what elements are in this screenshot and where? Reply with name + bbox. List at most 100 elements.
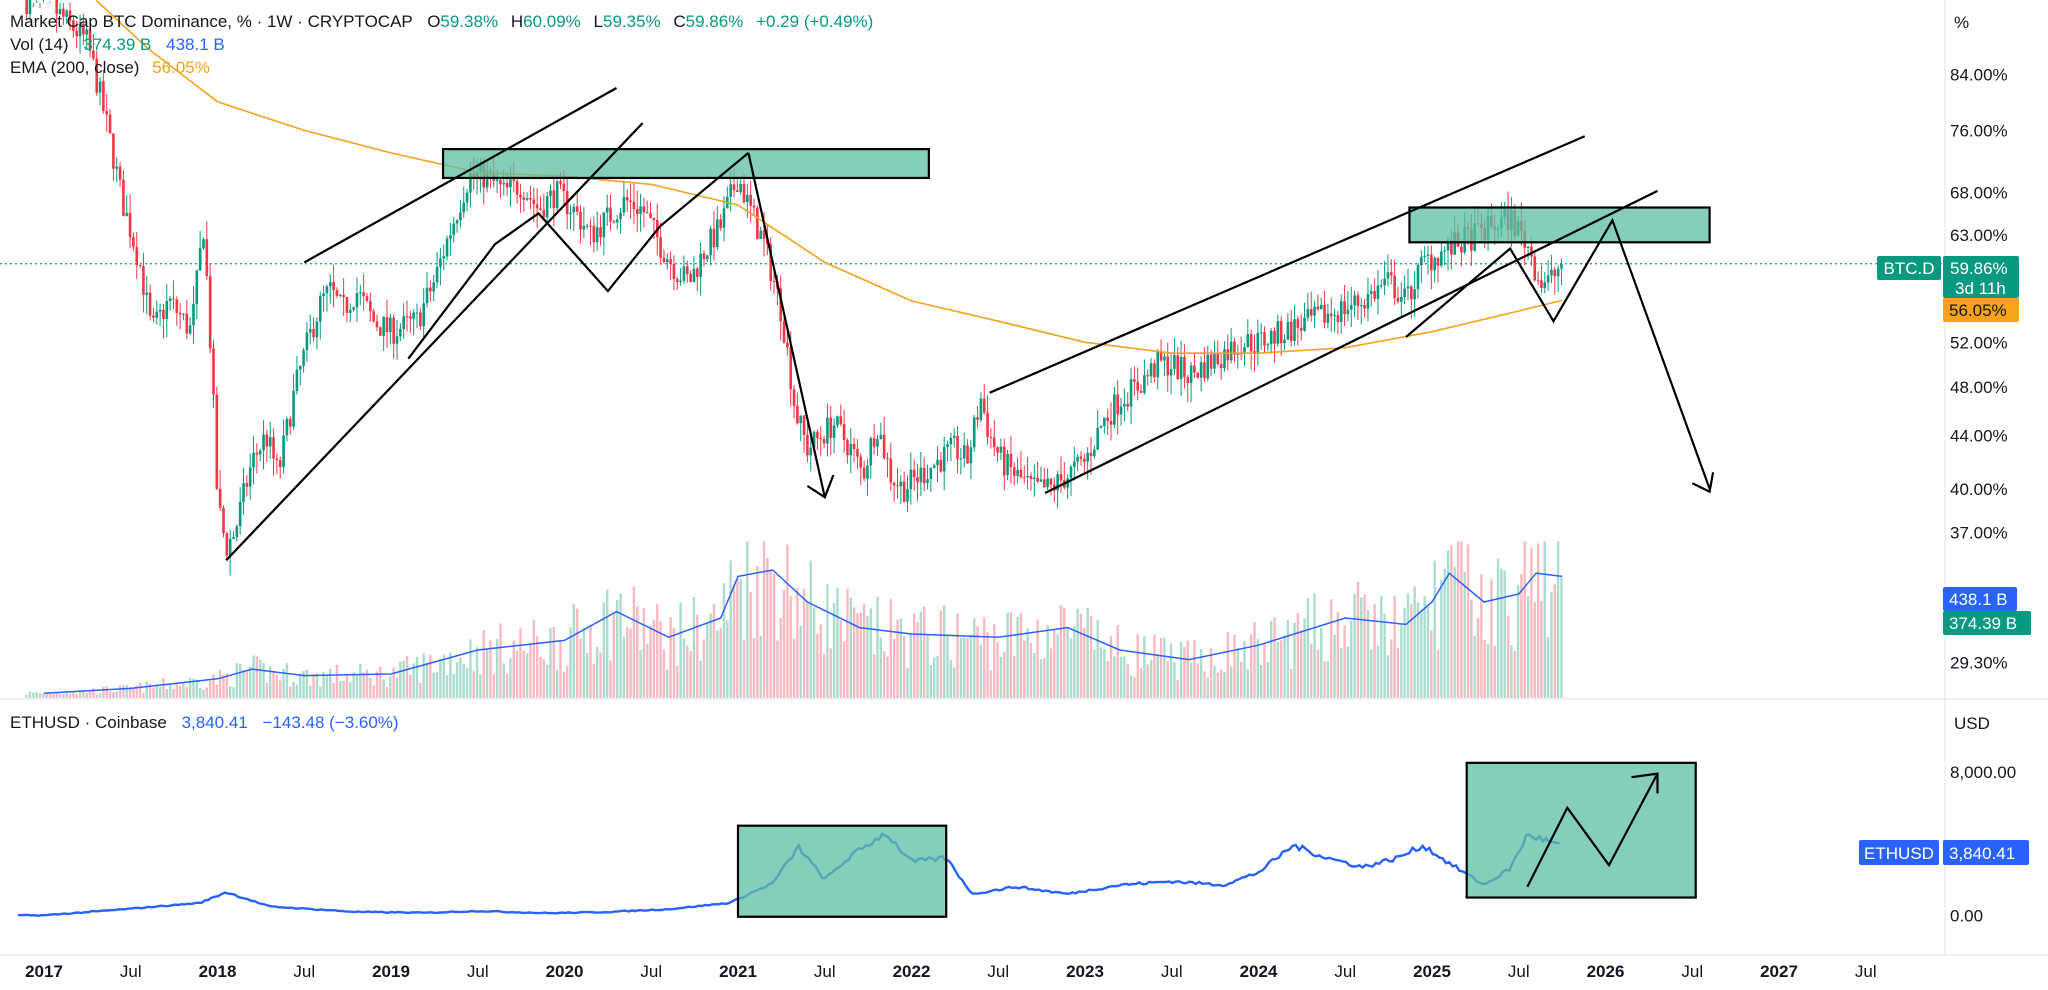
candle-body <box>1349 305 1353 310</box>
candle-body <box>652 217 656 220</box>
candle-body <box>248 467 252 487</box>
candle-body <box>232 537 235 539</box>
volume-bar <box>582 627 586 698</box>
candle-body <box>1536 280 1540 282</box>
candle-body <box>1119 406 1123 415</box>
eth-projection-zigzag[interactable] <box>1526 773 1659 888</box>
volume-bar <box>1346 646 1350 698</box>
volume-bar <box>1543 541 1546 698</box>
volume-bar <box>285 663 289 698</box>
candle-body <box>746 194 749 203</box>
channel-upper-2022[interactable] <box>989 135 1586 394</box>
candle-body <box>892 482 896 486</box>
candle-body <box>1026 475 1029 478</box>
candle-body <box>592 225 596 243</box>
volume-bar <box>419 682 422 698</box>
volume-bar <box>559 640 562 698</box>
candle-body <box>866 465 869 479</box>
candle-body <box>942 447 946 472</box>
candle-body <box>1173 355 1176 370</box>
ema-legend-row[interactable]: EMA (200, close) 56.05% <box>10 58 210 78</box>
candle-body <box>245 483 249 487</box>
candle-body <box>1273 330 1276 344</box>
candle-body <box>345 297 349 313</box>
volume-bar <box>1483 639 1486 698</box>
volume-label[interactable]: Vol (14) <box>10 35 69 54</box>
main-legend-row[interactable]: Market Cap BTC Dominance, % · 1W · CRYPT… <box>10 12 873 32</box>
resistance-zone-2025[interactable] <box>1408 206 1711 244</box>
candle-body <box>1153 363 1156 378</box>
volume-bar <box>742 639 746 698</box>
volume-bar <box>1259 665 1263 698</box>
zigzag-2019[interactable] <box>407 152 750 360</box>
volume-bar <box>1503 570 1506 698</box>
volume-bar <box>98 693 102 698</box>
eth-zone-2025[interactable] <box>1465 761 1697 899</box>
volume-bar <box>542 659 546 698</box>
candle-body <box>275 458 279 461</box>
candle-body <box>869 438 873 466</box>
volume-bar <box>1436 650 1440 698</box>
candle-body <box>579 211 582 230</box>
volume-bar <box>228 685 232 698</box>
candle-body <box>749 194 752 206</box>
trendline-upper-2018[interactable] <box>303 87 618 264</box>
eth-legend-row[interactable]: ETHUSD · Coinbase 3,840.41 −143.48 (−3.6… <box>10 713 399 733</box>
volume-bar <box>168 683 172 698</box>
volume-bar <box>319 686 322 698</box>
volume-bar <box>1506 615 1510 698</box>
candle-body <box>839 416 843 425</box>
drawings[interactable] <box>225 87 1715 918</box>
ema-label[interactable]: EMA (200, close) <box>10 58 140 77</box>
x-axis[interactable]: 2017 Jul 2018 Jul 2019 Jul 2020 Jul 2021 Jul 2022 J… <box>25 962 1877 981</box>
channel-lower-2022[interactable] <box>1044 189 1658 494</box>
volume-bar <box>409 674 412 698</box>
x-tick-label: Jul <box>293 962 315 981</box>
candle-body <box>1336 315 1340 323</box>
eth-zone-2021[interactable] <box>736 824 948 918</box>
candle-body <box>1163 356 1166 361</box>
main-axis-unit[interactable]: % <box>1954 13 1970 32</box>
candle-body <box>809 447 813 456</box>
eth-arrowhead[interactable] <box>1631 772 1659 794</box>
volume-bar <box>309 685 312 698</box>
y-axis-main[interactable]: 84.00%76.00%68.00%63.00%56.00%52.00%48.0… <box>1950 66 2008 673</box>
eth-axis-unit[interactable]: USD <box>1954 714 1990 733</box>
candle-body <box>28 0 32 15</box>
candle-body <box>879 434 883 439</box>
candle-body <box>712 228 716 248</box>
trendline-support-2018[interactable] <box>225 122 644 561</box>
volume-bar <box>58 693 62 698</box>
candle-body <box>986 412 989 437</box>
eth-symbol[interactable]: ETHUSD · Coinbase <box>10 713 167 732</box>
candle-body <box>932 465 936 468</box>
arrowhead-2026[interactable] <box>1691 472 1715 494</box>
volume-bar <box>522 650 525 698</box>
candle-body <box>1253 351 1256 353</box>
badge-eth-price: 3,840.41 <box>1949 844 2015 863</box>
main-symbol[interactable]: Market Cap BTC Dominance, % · 1W · CRYPT… <box>10 12 413 31</box>
volume-bar <box>896 619 899 698</box>
resistance-zone-2019[interactable] <box>441 148 930 180</box>
drop-line-2021[interactable] <box>747 152 826 498</box>
volume-bar <box>1289 668 1293 698</box>
volume-bar <box>1316 649 1320 698</box>
volume-bar <box>1216 672 1219 698</box>
candle-body <box>265 434 269 447</box>
volume-bar <box>535 636 539 698</box>
y-axis-eth[interactable]: 8,000.00 0.00 <box>1950 763 2016 926</box>
candle-body <box>148 292 152 316</box>
candle-body <box>1319 304 1323 310</box>
candle-body <box>1199 362 1203 378</box>
volume-bar <box>1116 625 1119 698</box>
volume-legend-row[interactable]: Vol (14) 374.39 B 438.1 B <box>10 35 225 55</box>
volume-bar <box>459 657 462 698</box>
candle-body <box>312 328 315 338</box>
candle-body <box>115 166 119 169</box>
volume-bar <box>619 593 622 698</box>
projection-zigzag-2025[interactable] <box>1405 217 1711 490</box>
arrowhead-2021[interactable] <box>806 474 835 499</box>
volume-bar <box>192 678 195 698</box>
candle-body <box>175 299 179 313</box>
